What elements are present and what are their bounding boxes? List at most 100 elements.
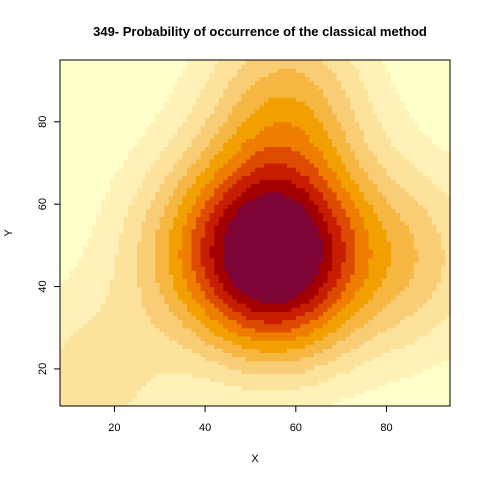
- heatmap-cell: [91, 134, 97, 139]
- heatmap-cell: [109, 298, 116, 304]
- heatmap-cell: [150, 146, 156, 152]
- heatmap-cell: [209, 307, 215, 312]
- heatmap-cell: [132, 389, 138, 395]
- heatmap-cell: [87, 373, 93, 378]
- heatmap-cell: [214, 368, 220, 374]
- heatmap-cell: [150, 204, 156, 209]
- heatmap-cell: [173, 195, 179, 201]
- heatmap-cell: [159, 381, 165, 387]
- heatmap-cell: [304, 278, 311, 284]
- heatmap-cell: [73, 265, 79, 271]
- heatmap-cell: [91, 142, 97, 148]
- heatmap-cell: [173, 208, 179, 214]
- heatmap-cell: [295, 249, 301, 255]
- heatmap-cell: [205, 331, 211, 337]
- heatmap-cell: [236, 319, 242, 325]
- heatmap-cell: [96, 265, 102, 271]
- heatmap-cell: [200, 298, 206, 304]
- heatmap-cell: [150, 327, 156, 333]
- heatmap-cell: [60, 212, 66, 218]
- heatmap-cell: [295, 183, 301, 189]
- heatmap-cell: [259, 195, 265, 201]
- heatmap-cell: [82, 286, 88, 292]
- heatmap-cell: [100, 331, 106, 337]
- heatmap-cell: [236, 179, 242, 185]
- heatmap-cell: [277, 331, 283, 337]
- heatmap-cell: [164, 274, 170, 279]
- heatmap-cell: [227, 130, 233, 135]
- heatmap-cell: [78, 245, 84, 251]
- heatmap-cell: [191, 348, 197, 354]
- heatmap-cell: [114, 245, 120, 251]
- heatmap-cell: [137, 80, 143, 86]
- heatmap-cell: [291, 352, 297, 358]
- heatmap-cell: [186, 187, 193, 193]
- heatmap-cell: [114, 237, 120, 242]
- heatmap-cell: [241, 393, 247, 399]
- heatmap-cell: [295, 373, 301, 378]
- heatmap-cell: [255, 315, 261, 321]
- heatmap-cell: [259, 146, 265, 152]
- heatmap-cell: [300, 373, 306, 378]
- heatmap-cell: [282, 344, 288, 349]
- heatmap-cell: [177, 319, 184, 325]
- heatmap-cell: [150, 290, 156, 296]
- heatmap-cell: [295, 315, 301, 321]
- heatmap-cell: [191, 113, 197, 119]
- heatmap-cell: [69, 228, 75, 234]
- heatmap-cell: [164, 105, 170, 111]
- heatmap-cell: [132, 340, 138, 345]
- heatmap-cell: [82, 187, 88, 193]
- heatmap-cell: [173, 113, 179, 119]
- heatmap-cell: [100, 179, 106, 185]
- heatmap-cell: [268, 373, 274, 378]
- heatmap-cell: [109, 373, 116, 378]
- heatmap-cell: [309, 319, 315, 325]
- heatmap-cell: [264, 138, 270, 143]
- heatmap-cell: [87, 142, 93, 148]
- heatmap-cell: [304, 212, 311, 218]
- heatmap-cell: [137, 377, 143, 382]
- heatmap-cell: [141, 233, 147, 238]
- heatmap-cell: [91, 154, 97, 160]
- heatmap-cell: [168, 72, 174, 78]
- heatmap-cell: [123, 274, 129, 279]
- heatmap-cell: [173, 323, 179, 329]
- heatmap-cell: [100, 253, 106, 259]
- heatmap-cell: [304, 265, 311, 271]
- heatmap-cell: [186, 162, 193, 168]
- heatmap-cell: [236, 175, 242, 181]
- heatmap-cell: [214, 228, 220, 234]
- heatmap-cell: [168, 323, 174, 329]
- heatmap-cell: [214, 253, 220, 259]
- heatmap-cell: [100, 327, 106, 333]
- heatmap-cell: [309, 368, 315, 374]
- heatmap-cell: [259, 368, 265, 374]
- heatmap-cell: [255, 253, 261, 259]
- heatmap-cell: [87, 323, 93, 329]
- heatmap-cell: [286, 393, 292, 399]
- heatmap-cell: [109, 340, 116, 345]
- heatmap-cell: [82, 158, 88, 164]
- heatmap-cell: [132, 307, 138, 312]
- heatmap-cell: [313, 303, 320, 308]
- heatmap-cell: [245, 200, 252, 205]
- heatmap-cell: [91, 171, 97, 176]
- heatmap-cell: [282, 290, 288, 296]
- heatmap-cell: [159, 84, 165, 90]
- heatmap-cell: [109, 323, 116, 329]
- heatmap-cell: [227, 195, 233, 201]
- heatmap-cell: [78, 146, 84, 152]
- heatmap-cell: [227, 76, 233, 82]
- heatmap-cell: [295, 381, 301, 387]
- heatmap-cell: [186, 92, 193, 98]
- heatmap-cell: [105, 257, 111, 263]
- heatmap-cell: [155, 274, 161, 279]
- heatmap-cell: [300, 84, 306, 90]
- heatmap-cell: [146, 274, 152, 279]
- heatmap-cell: [186, 142, 193, 148]
- heatmap-cell: [304, 311, 311, 316]
- heatmap-cell: [191, 142, 197, 148]
- heatmap-cell: [232, 97, 238, 102]
- heatmap-cell: [196, 101, 202, 106]
